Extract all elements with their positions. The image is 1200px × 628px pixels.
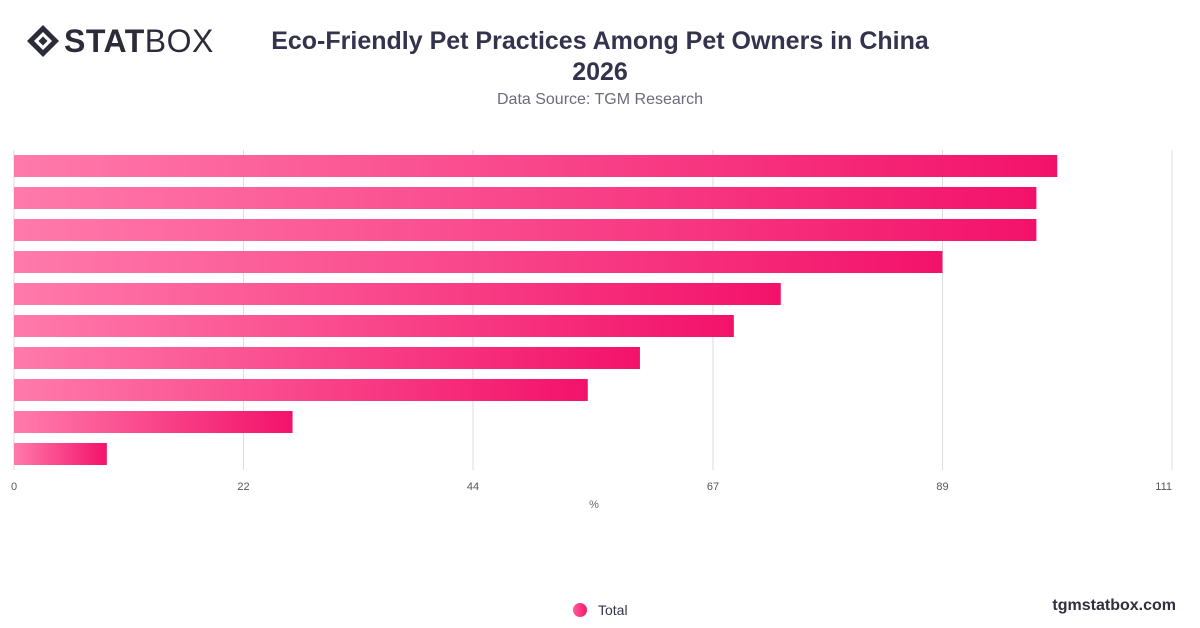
statbox-logo: STATBOX: [26, 22, 214, 60]
x-tick-label: 0: [11, 481, 17, 493]
bar[interactable]: [14, 283, 781, 305]
statbox-diamond-icon: [27, 25, 59, 57]
legend-marker: [573, 603, 587, 617]
bar[interactable]: [14, 219, 1037, 241]
chart-title: Eco-Friendly Pet Practices Among Pet Own…: [271, 27, 929, 55]
x-tick-label: 22: [237, 481, 249, 493]
x-tick-label: 44: [467, 481, 479, 493]
bar[interactable]: [14, 347, 640, 369]
bars: [14, 155, 1058, 465]
bar[interactable]: [14, 251, 943, 273]
footer-site: tgmstatbox.com: [1052, 597, 1176, 614]
logo-wordmark-bold: STAT: [64, 23, 145, 59]
bar[interactable]: [14, 315, 734, 337]
logo-wordmark-light: BOX: [144, 23, 214, 59]
bar[interactable]: [14, 187, 1037, 209]
x-axis-title: %: [589, 499, 599, 511]
bar[interactable]: [14, 443, 107, 465]
x-tick-label: 89: [936, 481, 948, 493]
chart-title-year: 2026: [572, 58, 628, 86]
bar[interactable]: [14, 155, 1058, 177]
bar[interactable]: [14, 411, 293, 433]
x-axis-ticks: 0 22 44 67 89 111: [11, 481, 1172, 493]
legend-label: Total: [598, 602, 628, 618]
logo-wordmark: STATBOX: [64, 25, 214, 57]
legend[interactable]: Total: [573, 602, 628, 618]
chart-subtitle-source: Data Source: TGM Research: [496, 91, 703, 108]
x-tick-label: 111: [1155, 481, 1172, 493]
x-tick-label: 67: [707, 481, 719, 493]
bar[interactable]: [14, 379, 588, 401]
